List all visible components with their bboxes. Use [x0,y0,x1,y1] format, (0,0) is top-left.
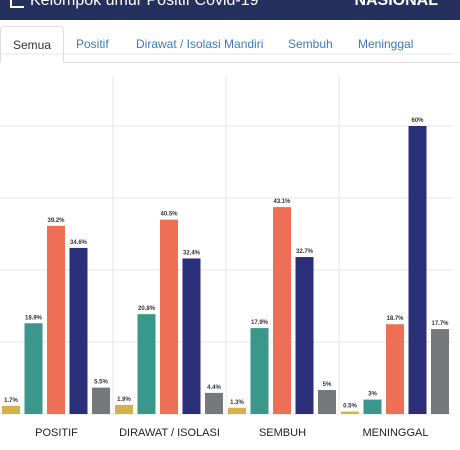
bar [69,247,88,414]
tab[interactable]: Dirawat / Isolasi Mandiri [136,37,264,51]
tab[interactable]: Meninggal [358,37,414,51]
header-scope: NASIONAL [354,0,438,9]
bar [273,207,291,414]
value-label: 17.9% [251,320,269,326]
bar [47,225,65,414]
bar [386,324,404,414]
header-title: Kelompok umur Positif Covid-19 [30,0,259,9]
value-label: 3% [368,392,377,398]
value-label: 4.4% [207,385,221,391]
value-label: 39.2% [47,218,65,224]
bar [115,404,133,414]
value-label: 1.3% [230,400,244,406]
header: Kelompok umur Positif Covid-19 NASIONAL [0,0,460,20]
bar [408,126,427,414]
x-tick-label: SEMBUH [259,427,306,439]
value-label: 32.4% [183,250,201,256]
value-label: 60% [411,118,424,124]
bar [228,407,246,414]
tab-bar: Semua Positif Dirawat / Isolasi Mandiri Sem… [0,26,460,63]
bar [182,258,201,414]
tab[interactable]: Positif [76,37,109,51]
bar [92,387,110,414]
bar [341,411,359,414]
bar [24,323,43,414]
value-label: 40.5% [160,212,178,218]
bar [205,392,223,414]
bar [160,219,178,414]
value-label: 18.7% [386,316,404,322]
tab[interactable]: Semua [0,26,65,63]
value-label: 17.7% [431,321,449,327]
bar [250,328,269,414]
bar [2,405,20,414]
value-label: 1.9% [117,397,131,403]
value-label: 1.7% [4,398,18,404]
bar [137,314,156,414]
value-label: 0.5% [343,404,357,410]
value-label: 20.8% [138,306,156,312]
bar [295,257,314,414]
bar [431,329,449,414]
x-tick-label: POSITIF [35,427,78,439]
x-tick-label: MENINGGAL [362,427,428,439]
value-label: 34.6% [70,240,88,246]
value-label: 5.5% [94,380,108,386]
chart-icon [10,0,24,8]
tab[interactable]: Sembuh [288,37,333,51]
value-label: 32.7% [296,249,314,255]
x-tick-label: DIRAWAT / ISOLASI [119,427,220,439]
value-label: 18.9% [25,315,43,321]
value-label: 43.1% [273,199,291,205]
bar [318,390,336,414]
bar [363,399,382,414]
value-label: 5% [323,382,332,388]
